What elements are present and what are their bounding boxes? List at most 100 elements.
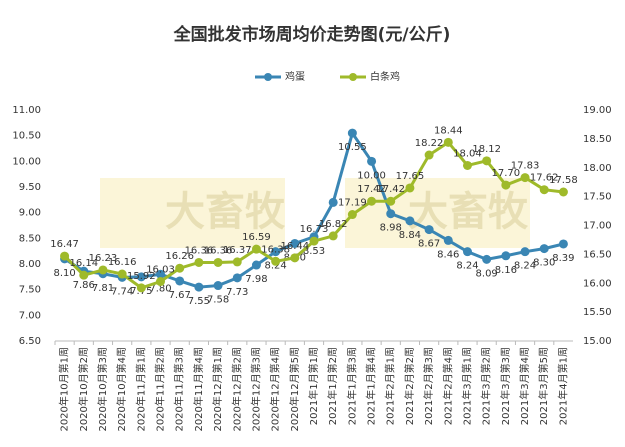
data-label: 10.00 [357, 170, 386, 181]
data-point [175, 276, 185, 286]
data-point [558, 239, 568, 249]
data-label: 16.37 [223, 245, 252, 256]
x-tick-label: 2020年11月第1周 [134, 347, 147, 432]
y2-tick-label: 15.00 [583, 336, 612, 347]
x-tick-label: 2021年3月第3周 [499, 347, 512, 425]
data-label: 8.67 [418, 239, 440, 250]
data-label: 7.86 [73, 280, 95, 291]
watermark: 大畜牧 [165, 189, 286, 235]
data-point [520, 247, 530, 257]
x-tick-label: 2021年3月第4周 [518, 347, 531, 425]
data-point [290, 253, 300, 263]
x-tick-label: 2020年10月第4周 [115, 347, 128, 432]
data-label: 17.58 [549, 175, 578, 186]
data-label: 18.04 [453, 148, 482, 159]
y-tick-label: 9.50 [19, 182, 41, 193]
x-tick-label: 2020年12月第2周 [230, 347, 243, 432]
data-point [232, 257, 242, 267]
data-point [98, 265, 108, 275]
data-label: 16.59 [242, 232, 271, 243]
data-label: 18.12 [472, 144, 501, 155]
data-label: 16.44 [280, 241, 309, 252]
x-tick-label: 2021年3月第5周 [537, 347, 550, 425]
data-point [156, 277, 166, 287]
data-point [328, 231, 338, 241]
data-point [367, 156, 377, 166]
data-point [290, 238, 300, 248]
y-tick-label: 10.50 [12, 131, 41, 142]
y2-tick-label: 19.00 [583, 105, 612, 116]
x-tick-label: 2021年1月第2周 [326, 347, 339, 425]
data-label: 16.36 [204, 245, 233, 256]
data-point [520, 173, 530, 183]
data-point [271, 256, 281, 266]
data-point [501, 180, 511, 190]
data-label: 7.55 [188, 296, 210, 307]
data-point [251, 260, 261, 270]
data-label: 10.55 [338, 142, 367, 153]
data-point [79, 270, 89, 280]
y-tick-label: 8.50 [19, 233, 41, 244]
x-tick-label: 2021年2月第2周 [403, 347, 416, 425]
data-label: 18.22 [415, 138, 444, 149]
data-point [251, 244, 261, 254]
data-point [386, 196, 396, 206]
data-point [482, 254, 492, 264]
data-label: 17.83 [511, 161, 540, 172]
data-point [424, 150, 434, 160]
data-point [539, 244, 549, 254]
y2-tick-label: 15.50 [583, 307, 612, 318]
y-tick-label: 8.00 [19, 259, 41, 270]
data-point [405, 216, 415, 226]
x-tick-label: 2021年2月第4周 [441, 347, 454, 425]
data-label: 7.98 [245, 274, 267, 285]
x-tick-label: 2020年12月第4周 [269, 347, 282, 432]
x-tick-label: 2021年3月第2周 [480, 347, 493, 425]
data-label: 17.42 [357, 184, 386, 195]
data-label: 7.81 [92, 283, 114, 294]
y2-tick-label: 16.00 [583, 278, 612, 289]
data-point [386, 209, 396, 219]
data-label: 16.03 [146, 265, 175, 276]
data-label: 16.47 [50, 239, 79, 250]
data-label: 8.46 [437, 249, 459, 260]
y-tick-label: 7.50 [19, 285, 41, 296]
chart-title: 全国批发市场周均价走势图(元/公斤) [173, 24, 451, 45]
x-tick-label: 2020年11月第4周 [192, 347, 205, 432]
data-point [347, 128, 357, 138]
data-point [213, 281, 223, 291]
x-tick-label: 2021年1月第4周 [365, 347, 378, 425]
data-point [117, 269, 127, 279]
y2-tick-label: 17.50 [583, 192, 612, 203]
x-tick-label: 2021年1月第3周 [345, 347, 358, 425]
legend-label: 白条鸡 [370, 70, 400, 83]
data-point [136, 283, 146, 293]
y-tick-label: 9.00 [19, 208, 41, 219]
data-point [367, 196, 377, 206]
data-point [443, 235, 453, 245]
y2-tick-label: 16.50 [583, 249, 612, 260]
data-point [558, 187, 568, 197]
data-label: 16.82 [319, 219, 348, 230]
data-point [271, 247, 281, 257]
data-point [213, 257, 223, 267]
legend-marker [349, 73, 357, 81]
data-point [194, 282, 204, 292]
data-point [309, 236, 319, 246]
y2-tick-label: 17.00 [583, 221, 612, 232]
data-label: 8.98 [380, 223, 402, 234]
data-label: 8.24 [514, 261, 536, 272]
x-tick-label: 2020年11月第3周 [173, 347, 186, 432]
data-point [136, 272, 146, 282]
data-label: 16.16 [108, 257, 137, 268]
y-tick-label: 6.50 [19, 336, 41, 347]
data-label: 16.73 [300, 224, 329, 235]
y-tick-label: 10.00 [12, 156, 41, 167]
data-label: 16.38 [261, 244, 290, 255]
y2-tick-label: 18.50 [583, 134, 612, 145]
data-label: 16.14 [69, 258, 98, 269]
data-label: 17.70 [492, 168, 521, 179]
x-tick-label: 2020年10月第1周 [58, 347, 71, 432]
legend-marker [264, 73, 272, 81]
